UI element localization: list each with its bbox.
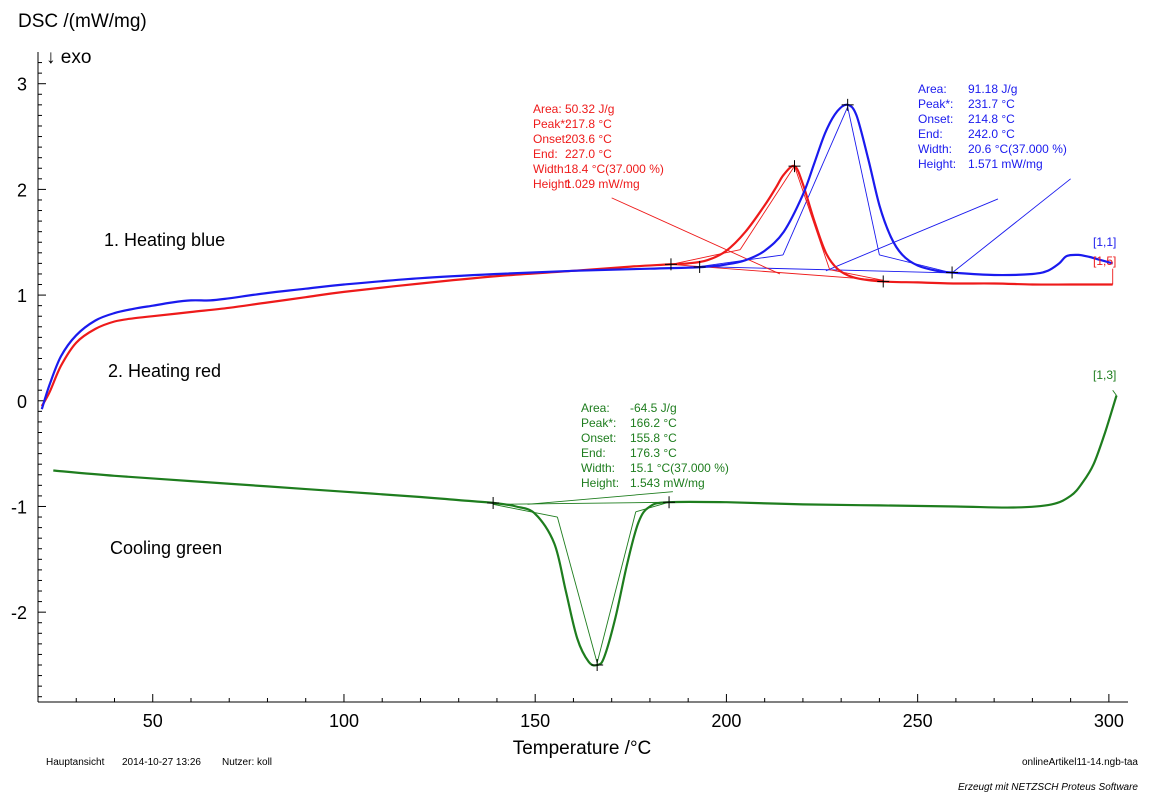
blue-result-label: Height:	[918, 157, 956, 171]
footer: Hauptansicht 2014-10-27 13:26 Nutzer: ko…	[46, 757, 1138, 793]
x-tick-label: 250	[903, 711, 933, 731]
green-leader-line	[527, 491, 673, 505]
green-result-value: 155.8 °C	[630, 431, 677, 445]
green-result-label: Height:	[581, 476, 619, 490]
x-tick-label: 300	[1094, 711, 1124, 731]
y-tick-label: 1	[17, 286, 27, 306]
blue-result-value: 91.18 J/g	[968, 82, 1017, 96]
x-tick-label: 150	[520, 711, 550, 731]
green-tag-leader	[1112, 389, 1117, 396]
green-baseline	[493, 501, 670, 505]
peak-markers	[487, 98, 959, 672]
red-curve-tag: [1,5]	[1093, 254, 1116, 268]
green-result-label: Width:	[581, 461, 615, 475]
y-ticks: 3 2 1 0 -1 -2	[11, 62, 46, 698]
blue-end-tangent	[847, 106, 880, 256]
x-tick-label: 100	[329, 711, 359, 731]
red-result-label: Area:	[533, 102, 562, 116]
blue-onset-tangent	[782, 106, 849, 256]
red-result-value: 50.32 J/g	[565, 102, 614, 116]
note-heating-red: 2. Heating red	[108, 361, 221, 381]
x-ticks: 50 100 150 200 250 300	[75, 694, 1124, 731]
footer-software: Erzeugt mit NETZSCH Proteus Software	[958, 782, 1138, 793]
blue-result-label: Width:	[918, 142, 952, 156]
blue-result-value: 20.6 °C(37.000 %)	[968, 142, 1067, 156]
footer-view-label: Hauptansicht	[46, 757, 105, 768]
peak-construction-lines	[493, 106, 1117, 664]
y-tick-label: 3	[17, 75, 27, 95]
footer-timestamp: 2014-10-27 13:26	[122, 757, 201, 768]
y-tick-label: 0	[17, 392, 27, 412]
footer-filename: onlineArtikel11-14.ngb-taa	[1022, 757, 1138, 768]
blue-result-label: End:	[918, 127, 943, 141]
blue-baseline	[699, 266, 953, 274]
green-onset-baseline	[493, 503, 558, 518]
red-result-value: 217.8 °C	[565, 117, 612, 131]
red-result-label: Peak*:	[533, 117, 568, 131]
red-curve	[40, 164, 1113, 407]
green-result-value: 176.3 °C	[630, 446, 677, 460]
green-result-label: Peak*:	[581, 416, 616, 430]
blue-result-value: 1.571 mW/mg	[968, 157, 1043, 171]
blue-leader-line	[951, 178, 1071, 274]
exo-direction-label: ↓ exo	[46, 47, 91, 68]
red-result-label: Height:	[533, 177, 571, 191]
red-result-value: 1.029 mW/mg	[565, 177, 640, 191]
red-result-value: 203.6 °C	[565, 132, 612, 146]
red-end-tangent	[794, 166, 831, 270]
y-tick-label: -1	[11, 497, 27, 517]
blue-result-label: Area:	[918, 82, 947, 96]
note-heating-blue: 1. Heating blue	[104, 230, 225, 250]
red-onset-baseline	[670, 249, 741, 265]
green-result-label: Onset:	[581, 431, 616, 445]
curves	[40, 103, 1118, 667]
green-end-baseline	[635, 501, 670, 513]
note-cooling-green: Cooling green	[110, 538, 222, 558]
green-end-tangent	[596, 511, 637, 664]
green-result-label: Area:	[581, 401, 610, 415]
green-result-value: -64.5 J/g	[630, 401, 677, 415]
red-end-baseline	[829, 269, 884, 281]
blue-result-label: Onset:	[918, 112, 953, 126]
blue-curve	[40, 103, 1113, 410]
green-result-label: End:	[581, 446, 606, 460]
red-result-label: End:	[533, 147, 558, 161]
red-result-label: Onset:	[533, 132, 568, 146]
blue-result-value: 214.8 °C	[968, 112, 1015, 126]
red-result-label: Width:	[533, 162, 567, 176]
green-curve-tag: [1,3]	[1093, 368, 1116, 382]
blue-result-value: 231.7 °C	[968, 97, 1015, 111]
x-axis-title: Temperature /°C	[513, 738, 652, 759]
red-result-value: 18.4 °C(37.000 %)	[565, 162, 664, 176]
red-result-value: 227.0 °C	[565, 147, 612, 161]
blue-width-marker	[825, 198, 999, 272]
green-result-value: 15.1 °C(37.000 %)	[630, 461, 729, 475]
x-tick-label: 200	[711, 711, 741, 731]
green-curve	[53, 395, 1118, 667]
blue-result-value: 242.0 °C	[968, 127, 1015, 141]
curve-tags: [1,1] [1,5] [1,3]	[1093, 235, 1116, 382]
axes: 50 100 150 200 250 300 3 2 1 0 -1 -2	[11, 52, 1128, 731]
green-onset-tangent	[556, 516, 598, 664]
x-tick-label: 50	[143, 711, 163, 731]
green-result-value: 166.2 °C	[630, 416, 677, 430]
y-tick-label: 2	[17, 180, 27, 200]
red-onset-tangent	[739, 165, 795, 250]
green-result-value: 1.543 mW/mg	[630, 476, 705, 490]
red-leader-line	[611, 197, 781, 275]
footer-user: Nutzer: koll	[222, 757, 272, 768]
blue-curve-tag: [1,1]	[1093, 235, 1116, 249]
y-axis-title: DSC /(mW/mg)	[18, 11, 147, 32]
blue-result-label: Peak*:	[918, 97, 953, 111]
y-tick-label: -2	[11, 603, 27, 623]
